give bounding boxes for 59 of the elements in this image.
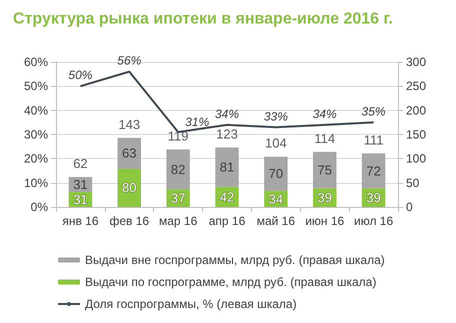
data-label: 31 — [73, 177, 88, 192]
data-label: 33% — [264, 109, 288, 124]
y2-tick-label: 300 — [406, 55, 426, 69]
legend-label: Выдачи вне госпрограммы, млрд руб. (правая шкала) — [85, 253, 385, 267]
data-label: 31 — [73, 192, 88, 208]
bar — [362, 153, 386, 188]
data-label: 63 — [122, 146, 137, 161]
total-label: 119 — [168, 128, 189, 144]
bar — [312, 152, 336, 188]
x-tick-label: мар 16 — [159, 214, 198, 228]
data-label: 75 — [317, 162, 332, 178]
y2-tick-label: 0 — [406, 200, 413, 214]
y-tick-label: 50% — [24, 79, 48, 94]
bar — [166, 149, 190, 190]
y-tick-label: 30% — [24, 128, 48, 142]
x-tick-label: май 16 — [256, 214, 296, 228]
total-label: 123 — [216, 126, 238, 142]
chart-title: Структура рынка ипотеки в январе-июле 2016 г. — [13, 10, 393, 28]
y-tick-label: 0% — [30, 200, 48, 214]
data-label: 82 — [170, 162, 186, 177]
bar — [118, 138, 142, 168]
data-label: 35% — [362, 104, 386, 118]
data-label: 39 — [317, 190, 332, 206]
data-label: 34 — [268, 191, 284, 206]
data-label: 42 — [220, 189, 234, 204]
data-label: 50% — [68, 68, 93, 82]
y-tick-label: 40% — [24, 103, 48, 118]
y2-tick-label: 200 — [406, 103, 426, 118]
y-tick-label: 60% — [24, 55, 48, 69]
x-tick-label: июн 16 — [305, 214, 345, 228]
data-label: 34% — [312, 106, 338, 121]
x-tick-label: июл 16 — [354, 214, 394, 228]
y2-tick-label: 50 — [406, 176, 420, 190]
y2-tick-label: 100 — [406, 152, 426, 166]
total-label: 114 — [314, 130, 336, 146]
data-label: 39 — [366, 190, 381, 206]
y2-tick-label: 250 — [406, 79, 426, 94]
total-label: 111 — [364, 132, 384, 148]
total-label: 104 — [265, 136, 287, 151]
y-tick-label: 10% — [24, 176, 48, 190]
x-tick-label: апр 16 — [208, 214, 246, 228]
y2-tick-label: 150 — [406, 128, 426, 142]
data-label: 80 — [122, 180, 137, 196]
data-label: 37 — [170, 190, 186, 206]
y-tick-label: 20% — [24, 152, 48, 166]
legend-label: Доля госпрограммы, % (левая шкала) — [85, 297, 297, 311]
total-label: 62 — [73, 156, 88, 172]
data-label: 70 — [268, 166, 284, 182]
data-label: 81 — [220, 160, 234, 175]
data-label: 56% — [117, 54, 142, 68]
x-tick-label: фев 16 — [109, 214, 150, 228]
data-label: 31% — [185, 115, 210, 130]
bar — [215, 148, 239, 187]
data-label: 34% — [214, 106, 240, 121]
legend-label: Выдачи по госпрограмме, млрд руб. (правая шкала) — [85, 275, 376, 289]
total-label: 143 — [118, 116, 140, 132]
bar — [264, 156, 288, 191]
x-tick-label: янв 16 — [62, 214, 99, 228]
data-label: 72 — [366, 163, 381, 178]
